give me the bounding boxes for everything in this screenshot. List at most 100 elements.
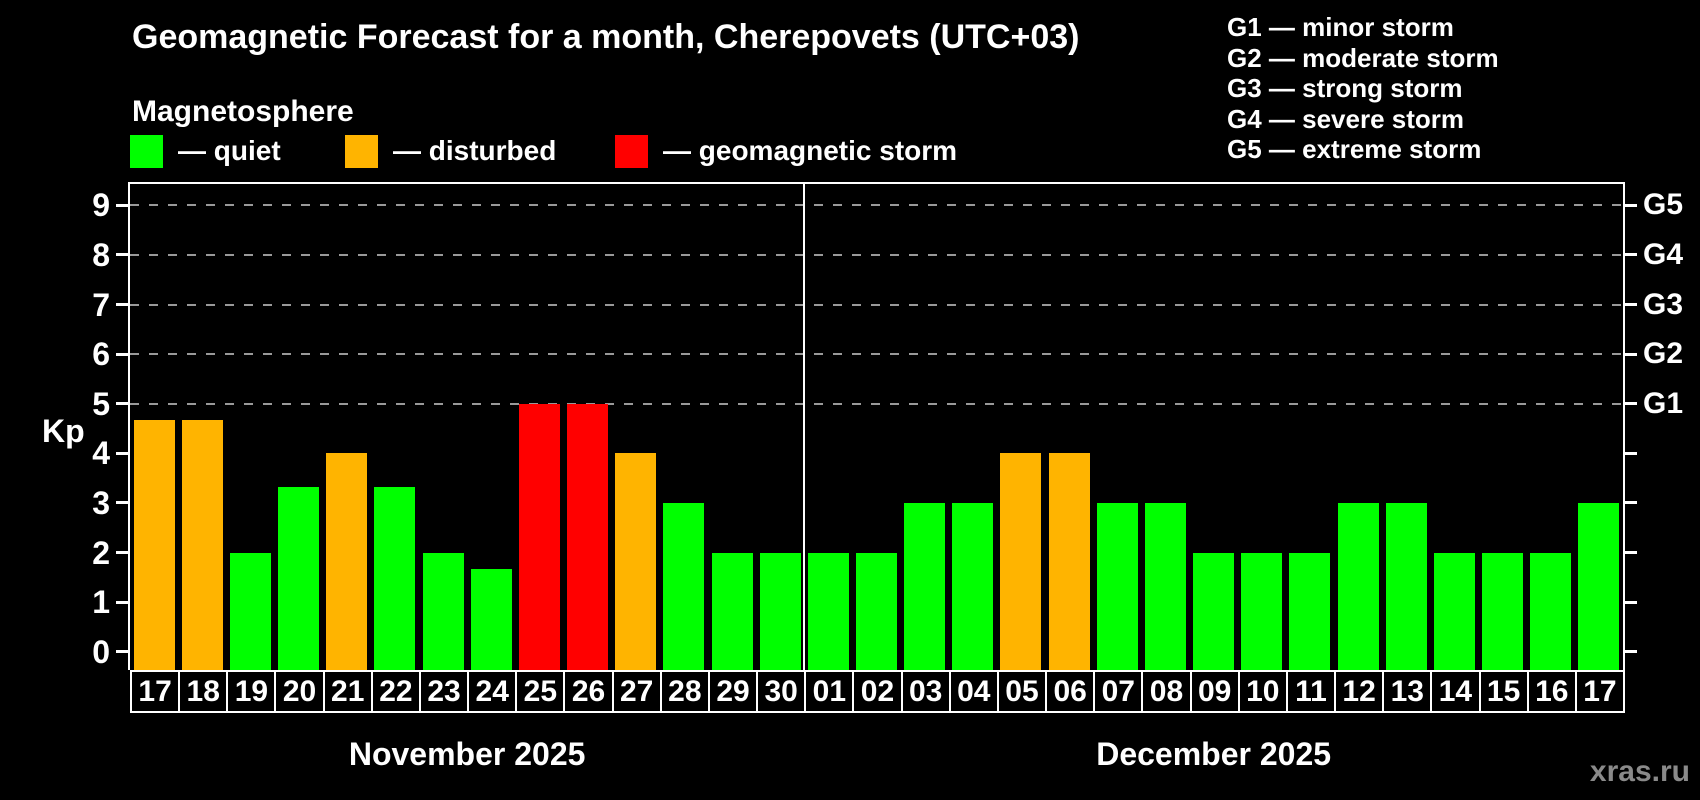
bar-december-09 xyxy=(1193,552,1235,670)
bar-november-30 xyxy=(759,552,801,670)
bar-december-05 xyxy=(1000,453,1042,670)
legend-label: — geomagnetic storm xyxy=(663,135,958,166)
kp-tick-label: 1 xyxy=(92,584,110,621)
kp-tick-label: 6 xyxy=(92,336,110,373)
bar-december-08 xyxy=(1144,502,1186,670)
bar-november-29 xyxy=(711,552,753,670)
date-cell: 20 xyxy=(274,670,325,713)
bar-december-06 xyxy=(1048,453,1090,670)
bar-november-21 xyxy=(326,453,368,670)
date-cell: 12 xyxy=(1334,670,1385,713)
kp-tick-label: 3 xyxy=(92,484,110,521)
kp-tick-right xyxy=(1625,501,1637,505)
g-legend-line: G5 — extreme storm xyxy=(1227,134,1482,164)
bar-december-02 xyxy=(856,552,897,670)
gridline-kp7 xyxy=(130,303,1623,306)
date-cell: 08 xyxy=(1141,670,1192,713)
kp-tick-label: 7 xyxy=(92,286,110,323)
g-legend-line: G3 — strong storm xyxy=(1227,73,1463,103)
bar-december-04 xyxy=(952,502,994,670)
bar-december-16 xyxy=(1530,552,1572,670)
date-cell: 13 xyxy=(1382,670,1433,713)
bar-november-18 xyxy=(181,420,223,670)
date-cell: 22 xyxy=(370,670,421,713)
bar-november-28 xyxy=(663,502,705,670)
legend-label: — quiet xyxy=(178,135,281,166)
gridline-kp8 xyxy=(130,253,1623,256)
bar-november-26 xyxy=(567,403,609,670)
date-cell: 02 xyxy=(852,670,903,713)
date-cell: 07 xyxy=(1093,670,1144,713)
bar-december-12 xyxy=(1337,502,1379,670)
quiet-swatch xyxy=(130,135,163,168)
page-title: Geomagnetic Forecast for a month, Cherep… xyxy=(132,18,1080,56)
month-separator xyxy=(803,184,806,670)
kp-tick-right xyxy=(1625,253,1637,257)
date-cell: 16 xyxy=(1526,670,1577,713)
watermark: xras.ru xyxy=(1589,755,1690,788)
kp-tick-right xyxy=(1625,203,1637,207)
bar-november-20 xyxy=(278,486,320,670)
date-cell: 29 xyxy=(707,670,759,713)
chart-subtitle: Magnetosphere xyxy=(132,95,354,128)
kp-tick-label: 5 xyxy=(92,385,110,422)
bar-december-07 xyxy=(1096,502,1138,670)
bar-december-11 xyxy=(1289,552,1331,670)
bar-december-13 xyxy=(1385,502,1427,670)
kp-tick-left xyxy=(116,600,128,604)
disturbed-swatch xyxy=(345,135,378,168)
bar-december-17 xyxy=(1578,502,1620,670)
kp-tick-right xyxy=(1625,451,1637,455)
date-cell: 15 xyxy=(1478,670,1529,713)
month-label: December 2025 xyxy=(1096,736,1332,772)
date-cell: 17 xyxy=(130,670,181,713)
kp-tick-left xyxy=(116,650,128,654)
kp-tick-left xyxy=(116,352,128,356)
bar-december-10 xyxy=(1241,552,1283,670)
bar-december-03 xyxy=(904,502,946,670)
gridline-kp9 xyxy=(130,204,1623,207)
g-legend-line: G1 — minor storm xyxy=(1227,12,1454,42)
bar-november-17 xyxy=(133,420,175,670)
kp-tick-right xyxy=(1625,402,1637,406)
date-cell: 05 xyxy=(996,670,1048,713)
g-axis-label-G2: G2 xyxy=(1643,337,1684,371)
kp-tick-left xyxy=(116,551,128,554)
month-label: November 2025 xyxy=(348,736,586,772)
kp-tick-label: 9 xyxy=(92,187,110,224)
kp-tick-label: 4 xyxy=(92,435,110,472)
bar-november-19 xyxy=(229,552,271,670)
g-axis-label-G3: G3 xyxy=(1643,287,1684,321)
date-cell: 26 xyxy=(563,670,614,713)
bar-november-25 xyxy=(518,403,560,670)
kp-tick-left xyxy=(116,203,128,207)
bar-november-24 xyxy=(470,568,512,670)
date-cell: 06 xyxy=(1045,670,1096,713)
kp-tick-left xyxy=(116,402,128,406)
date-cell: 09 xyxy=(1189,670,1240,713)
g-legend-line: G4 — severe storm xyxy=(1227,103,1465,134)
kp-tick-right xyxy=(1625,303,1637,306)
bar-december-15 xyxy=(1482,552,1524,670)
kp-tick-label: 0 xyxy=(92,633,110,670)
g-scale-legend: G1 — minor storm G2 — moderate storm G3 — … xyxy=(1227,12,1499,165)
kp-tick-left xyxy=(116,253,128,257)
plot-frame-top xyxy=(128,182,1625,184)
gridline-kp6 xyxy=(130,353,1623,356)
kp-tick-label: 8 xyxy=(92,236,110,273)
date-cell: 17 xyxy=(1574,670,1625,713)
date-cell: 14 xyxy=(1430,670,1481,713)
kp-tick-right xyxy=(1625,650,1637,654)
date-cell: 30 xyxy=(756,670,807,713)
date-cell: 28 xyxy=(659,670,710,713)
date-cell: 27 xyxy=(611,670,662,713)
kp-tick-right xyxy=(1625,600,1637,604)
date-cell: 19 xyxy=(226,670,277,713)
date-cell: 24 xyxy=(467,670,518,713)
storm-swatch xyxy=(615,135,648,168)
legend-label: — disturbed xyxy=(393,135,557,166)
plot-frame-left xyxy=(128,182,130,670)
g-legend-line: G2 — moderate storm xyxy=(1227,42,1499,73)
